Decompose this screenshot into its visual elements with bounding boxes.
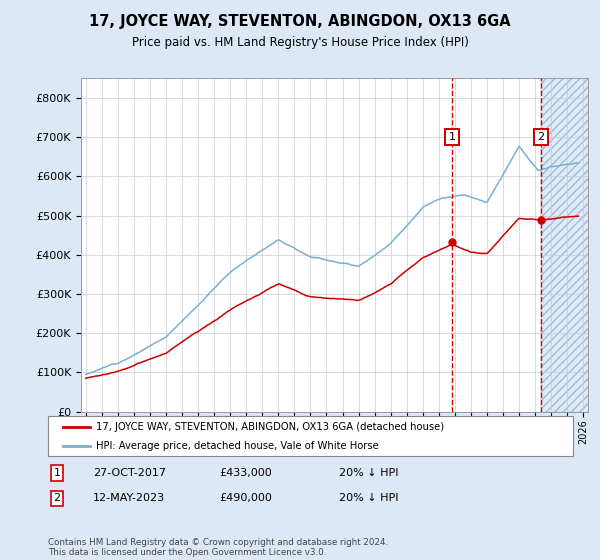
Text: Price paid vs. HM Land Registry's House Price Index (HPI): Price paid vs. HM Land Registry's House … (131, 36, 469, 49)
Text: 12-MAY-2023: 12-MAY-2023 (93, 493, 165, 503)
Text: 17, JOYCE WAY, STEVENTON, ABINGDON, OX13 6GA: 17, JOYCE WAY, STEVENTON, ABINGDON, OX13… (89, 14, 511, 29)
Text: 17, JOYCE WAY, STEVENTON, ABINGDON, OX13 6GA (detached house): 17, JOYCE WAY, STEVENTON, ABINGDON, OX13… (96, 422, 444, 432)
Text: 2: 2 (538, 132, 545, 142)
Text: £490,000: £490,000 (219, 493, 272, 503)
Text: 2: 2 (53, 493, 61, 503)
Bar (541, 78, 591, 412)
Text: 1: 1 (448, 132, 455, 142)
Text: 20% ↓ HPI: 20% ↓ HPI (339, 468, 398, 478)
Text: Contains HM Land Registry data © Crown copyright and database right 2024.
This d: Contains HM Land Registry data © Crown c… (48, 538, 388, 557)
Text: £433,000: £433,000 (219, 468, 272, 478)
Bar (541, 78, 591, 412)
Text: 27-OCT-2017: 27-OCT-2017 (93, 468, 166, 478)
Text: HPI: Average price, detached house, Vale of White Horse: HPI: Average price, detached house, Vale… (96, 441, 379, 450)
Text: 1: 1 (53, 468, 61, 478)
Text: 20% ↓ HPI: 20% ↓ HPI (339, 493, 398, 503)
